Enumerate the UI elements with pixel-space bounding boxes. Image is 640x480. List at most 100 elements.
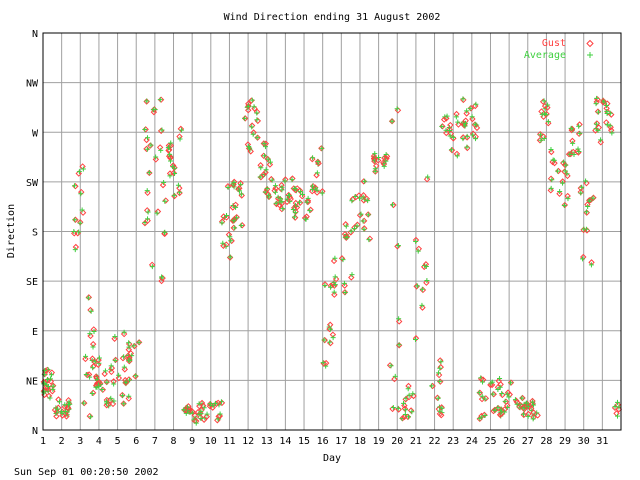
gust-point xyxy=(121,366,129,373)
average-point xyxy=(390,202,396,208)
gust-point xyxy=(44,384,51,392)
average-point xyxy=(91,328,97,334)
average-point xyxy=(292,186,298,192)
average-point xyxy=(362,178,368,184)
average-point xyxy=(525,413,531,419)
gust-point xyxy=(360,217,368,225)
gust-point xyxy=(154,208,162,215)
average-point xyxy=(230,202,236,208)
gust-point xyxy=(49,388,56,395)
average-point xyxy=(479,414,485,420)
average-point xyxy=(142,127,148,133)
gust-point xyxy=(405,393,413,401)
gust-point xyxy=(490,391,497,398)
gust-point xyxy=(413,283,420,290)
gust-point xyxy=(72,243,80,251)
average-point xyxy=(424,278,430,284)
x-tick-label: 2 xyxy=(59,436,65,447)
gust-point xyxy=(366,235,374,242)
gust-point xyxy=(144,189,151,197)
average-point xyxy=(593,121,599,127)
average-point xyxy=(444,113,450,119)
gust-point xyxy=(150,108,158,116)
gust-point xyxy=(309,182,317,190)
average-point xyxy=(291,214,297,220)
average-point xyxy=(405,386,411,392)
average-point xyxy=(413,238,419,244)
average-point xyxy=(453,114,459,120)
gust-point xyxy=(87,332,94,340)
x-tick-label: 6 xyxy=(133,436,139,447)
average-point xyxy=(557,188,563,194)
average-point xyxy=(92,358,98,364)
average-point xyxy=(272,183,278,189)
average-point xyxy=(161,180,167,186)
gust-point xyxy=(341,282,348,289)
average-point xyxy=(228,238,234,244)
average-point xyxy=(565,196,571,202)
average-point xyxy=(80,166,86,172)
gust-point xyxy=(519,394,526,402)
average-point xyxy=(381,163,387,169)
average-point xyxy=(59,410,65,416)
average-point xyxy=(392,373,398,379)
gust-point xyxy=(93,374,100,382)
average-point xyxy=(581,226,587,232)
average-point xyxy=(126,340,132,346)
average-point xyxy=(406,392,412,398)
average-point xyxy=(425,174,431,180)
gust-point xyxy=(64,404,71,411)
average-point xyxy=(482,413,488,419)
average-point xyxy=(473,101,479,107)
x-tick-label: 15 xyxy=(298,436,310,447)
average-point xyxy=(366,237,372,243)
average-point xyxy=(514,401,520,407)
average-point xyxy=(127,377,133,383)
average-point xyxy=(54,406,60,412)
x-tick-label: 18 xyxy=(354,436,366,447)
legend-gust-marker xyxy=(586,39,594,48)
average-point xyxy=(348,228,354,234)
average-point xyxy=(435,370,441,376)
average-point xyxy=(231,179,237,185)
average-point xyxy=(251,104,257,110)
average-point xyxy=(372,166,378,172)
average-point xyxy=(464,108,470,114)
x-tick-label: 21 xyxy=(410,436,422,447)
gust-point xyxy=(437,378,444,385)
average-point xyxy=(614,399,620,405)
average-point xyxy=(72,217,78,223)
gust-point xyxy=(72,216,79,223)
average-point xyxy=(448,147,454,153)
average-point xyxy=(389,118,395,124)
average-point xyxy=(249,124,255,130)
average-point xyxy=(227,254,233,260)
gust-point xyxy=(443,129,450,137)
average-point xyxy=(266,192,272,198)
average-point xyxy=(476,390,482,396)
data-points xyxy=(40,95,623,426)
x-tick-label: 27 xyxy=(522,436,534,447)
gust-point xyxy=(283,198,291,206)
average-point xyxy=(396,342,402,348)
x-tick-label: 10 xyxy=(205,436,217,447)
average-point xyxy=(365,212,371,218)
average-point xyxy=(71,183,77,189)
gust-point xyxy=(71,230,78,237)
average-point xyxy=(450,134,456,140)
gust-point xyxy=(395,318,403,325)
y-tick-label: SE xyxy=(26,277,38,288)
average-point xyxy=(469,114,475,120)
average-point xyxy=(272,189,278,195)
average-point xyxy=(499,391,505,397)
average-point xyxy=(210,403,216,409)
average-point xyxy=(85,295,91,301)
average-point xyxy=(314,187,320,193)
gust-point xyxy=(419,304,426,311)
gust-point xyxy=(260,152,267,160)
gust-point xyxy=(608,111,615,118)
average-point xyxy=(479,393,485,399)
average-point xyxy=(154,210,160,216)
gust-point xyxy=(95,356,102,364)
average-point xyxy=(331,289,337,295)
